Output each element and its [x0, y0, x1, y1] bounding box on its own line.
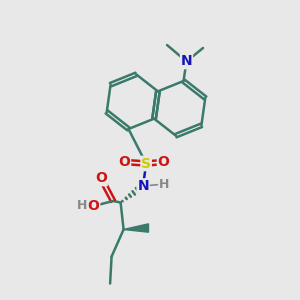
- Text: S: S: [141, 157, 151, 170]
- Text: O: O: [88, 199, 100, 213]
- Polygon shape: [124, 224, 148, 232]
- Text: H: H: [77, 199, 87, 212]
- Text: O: O: [158, 155, 169, 169]
- Text: N: N: [181, 55, 192, 68]
- Text: H: H: [159, 178, 169, 191]
- Text: O: O: [95, 172, 107, 185]
- Text: N: N: [137, 179, 149, 193]
- Text: O: O: [118, 155, 130, 169]
